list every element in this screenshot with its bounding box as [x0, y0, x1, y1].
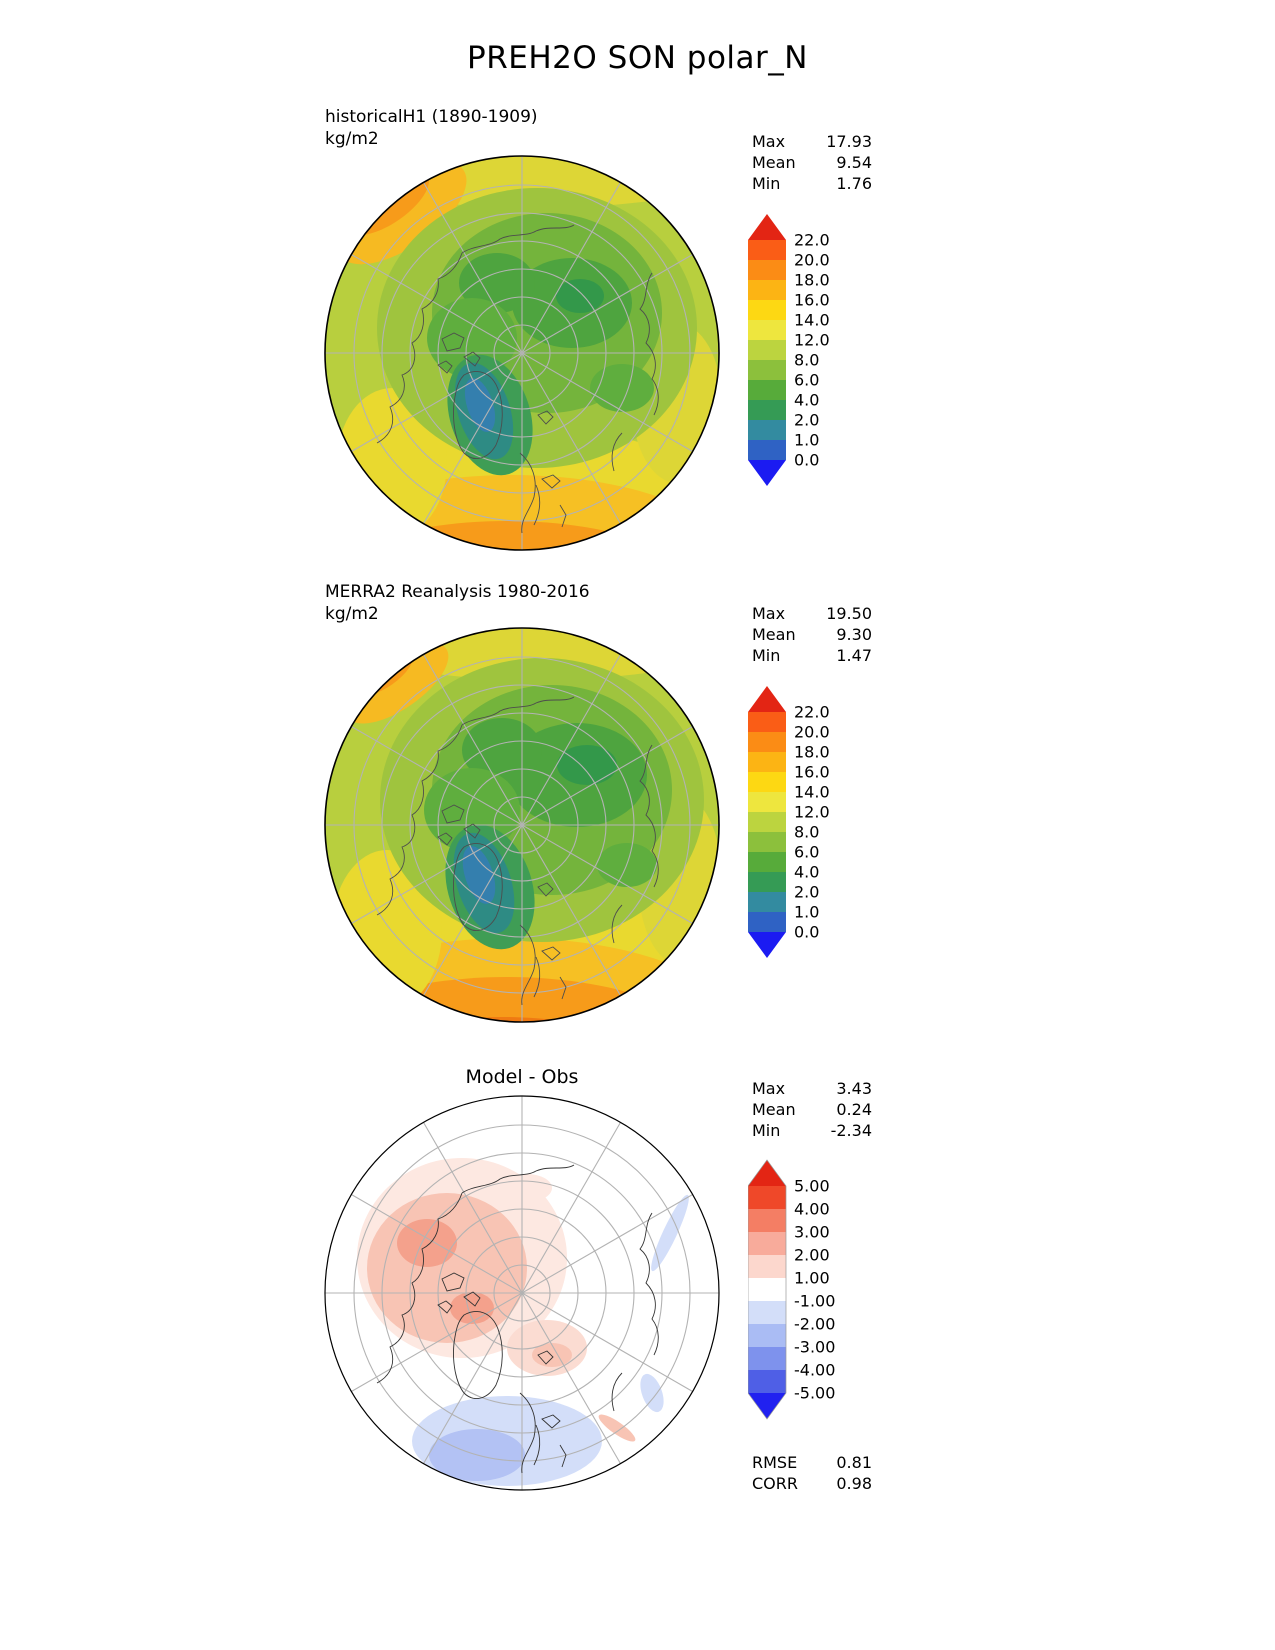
stats-merra2: Max 19.50 Mean 9.30 Min 1.47 [752, 603, 872, 666]
colorbar-tick-label: 16.0 [794, 763, 830, 782]
colorbar-outline [748, 1159, 787, 1420]
stat-label: Max [752, 1079, 786, 1098]
colorbar-tick-label: 2.0 [794, 411, 819, 430]
colorbar-tick-label: 12.0 [794, 803, 830, 822]
colorbar-tick-label: 8.0 [794, 823, 819, 842]
stat-max: Max 19.50 [752, 603, 872, 624]
colorbar-tick-label: 2.0 [794, 883, 819, 902]
stat-value: 0.24 [836, 1100, 872, 1119]
stat-min: Min 1.47 [752, 645, 872, 666]
colorbar-tick-label: 14.0 [794, 783, 830, 802]
stat-min: Min 1.76 [752, 173, 872, 194]
stat-max: Max 17.93 [752, 131, 872, 152]
map-diff [324, 1095, 720, 1491]
stat-label: Min [752, 646, 781, 665]
panel3-title: Model - Obs [465, 1066, 579, 1088]
colorbar-tick-label: 1.0 [794, 431, 819, 450]
stat-min: Min -2.34 [752, 1120, 872, 1141]
colorbar-tick-label: 4.0 [794, 863, 819, 882]
stat-value: 1.76 [836, 174, 872, 193]
colorbar-tick-label: -5.00 [794, 1384, 835, 1403]
colorbar-tick-label: -3.00 [794, 1338, 835, 1357]
colorbar-tick-label: 0.0 [794, 923, 819, 942]
metrics-diff: RMSE 0.81 CORR 0.98 [752, 1452, 872, 1494]
map-boundary [324, 155, 720, 551]
stat-label: Max [752, 604, 786, 623]
stat-value: 19.50 [826, 604, 872, 623]
map-boundary [324, 627, 720, 1023]
map-diff-fill [325, 1096, 719, 1490]
stat-mean: Mean 9.30 [752, 624, 872, 645]
stat-value: -2.34 [830, 1121, 872, 1140]
map-boundary [324, 1095, 720, 1491]
metric-label: CORR [752, 1474, 798, 1493]
stat-value: 3.43 [836, 1079, 872, 1098]
stats-diff: Max 3.43 Mean 0.24 Min -2.34 [752, 1078, 872, 1141]
map-historical-fill [325, 156, 719, 550]
stat-label: Mean [752, 625, 796, 644]
panel2-label-block: MERRA2 Reanalysis 1980-2016 kg/m2 [325, 581, 590, 625]
stat-mean: Mean 9.54 [752, 152, 872, 173]
stats-historical: Max 17.93 Mean 9.54 Min 1.76 [752, 131, 872, 194]
colorbar-merra2: 22.0 20.0 18.0 16.0 14.0 12.0 8.0 6.0 4.… [748, 686, 830, 958]
stat-value: 17.93 [826, 132, 872, 151]
stat-value: 9.30 [836, 625, 872, 644]
colorbar-tick-label: 12.0 [794, 331, 830, 350]
metric-rmse: RMSE 0.81 [752, 1452, 872, 1473]
metric-label: RMSE [752, 1453, 798, 1472]
colorbar-arrow-high [748, 686, 786, 712]
stat-label: Mean [752, 153, 796, 172]
figure-title: PREH2O SON polar_N [467, 40, 808, 76]
colorbar-tick-label: 6.0 [794, 371, 819, 390]
colorbar-tick-label: 16.0 [794, 291, 830, 310]
panel1-units: kg/m2 [325, 129, 379, 149]
stat-label: Min [752, 174, 781, 193]
stat-label: Min [752, 1121, 781, 1140]
map-merra2 [324, 627, 720, 1023]
panel1-title: historicalH1 (1890-1909) [325, 107, 538, 127]
colorbar-tick-label: 4.0 [794, 391, 819, 410]
colorbar-tick-label: 2.00 [794, 1246, 830, 1265]
colorbar-tick-label: 14.0 [794, 311, 830, 330]
colorbar-tick-label: -1.00 [794, 1292, 835, 1311]
stat-label: Max [752, 132, 786, 151]
colorbar-arrow-high [748, 1160, 786, 1186]
colorbar-tick-label: 1.0 [794, 903, 819, 922]
colorbar-historical: 22.0 20.0 18.0 16.0 14.0 12.0 8.0 6.0 4.… [748, 214, 830, 486]
colorbar-tick-label: 22.0 [794, 231, 830, 250]
stat-label: Mean [752, 1100, 796, 1119]
colorbar-tick-label: 22.0 [794, 703, 830, 722]
colorbar-tick-label: 4.00 [794, 1200, 830, 1219]
colorbar-arrow-high [748, 214, 786, 240]
colorbar-arrow-low [748, 932, 786, 958]
colorbar-tick-label: 20.0 [794, 723, 830, 742]
colorbar-diff: 5.00 4.00 3.00 2.00 1.00 -1.00 -2.00 -3.… [748, 1159, 835, 1420]
colorbar-tick-label: 8.0 [794, 351, 819, 370]
stat-mean: Mean 0.24 [752, 1099, 872, 1120]
metric-value: 0.98 [836, 1474, 872, 1493]
stat-value: 1.47 [836, 646, 872, 665]
metric-corr: CORR 0.98 [752, 1473, 872, 1494]
colorbar-tick-label: 18.0 [794, 743, 830, 762]
colorbar-arrow-low [748, 1393, 786, 1419]
map-merra2-fill [325, 628, 719, 1022]
map-historical [324, 155, 720, 551]
colorbar-tick-label: -2.00 [794, 1315, 835, 1334]
stat-max: Max 3.43 [752, 1078, 872, 1099]
panel1-label-block: historicalH1 (1890-1909) kg/m2 [325, 106, 538, 150]
colorbar-arrow-low [748, 460, 786, 486]
metric-value: 0.81 [836, 1453, 872, 1472]
colorbar-tick-label: 18.0 [794, 271, 830, 290]
colorbar-tick-label: 6.0 [794, 843, 819, 862]
colorbar-tick-label: -4.00 [794, 1361, 835, 1380]
colorbar-tick-label: 5.00 [794, 1177, 830, 1196]
stat-value: 9.54 [836, 153, 872, 172]
panel2-units: kg/m2 [325, 604, 379, 624]
colorbar-tick-label: 20.0 [794, 251, 830, 270]
panel2-title: MERRA2 Reanalysis 1980-2016 [325, 582, 590, 602]
colorbar-tick-label: 1.00 [794, 1269, 830, 1288]
colorbar-tick-label: 0.0 [794, 451, 819, 470]
colorbar-tick-label: 3.00 [794, 1223, 830, 1242]
